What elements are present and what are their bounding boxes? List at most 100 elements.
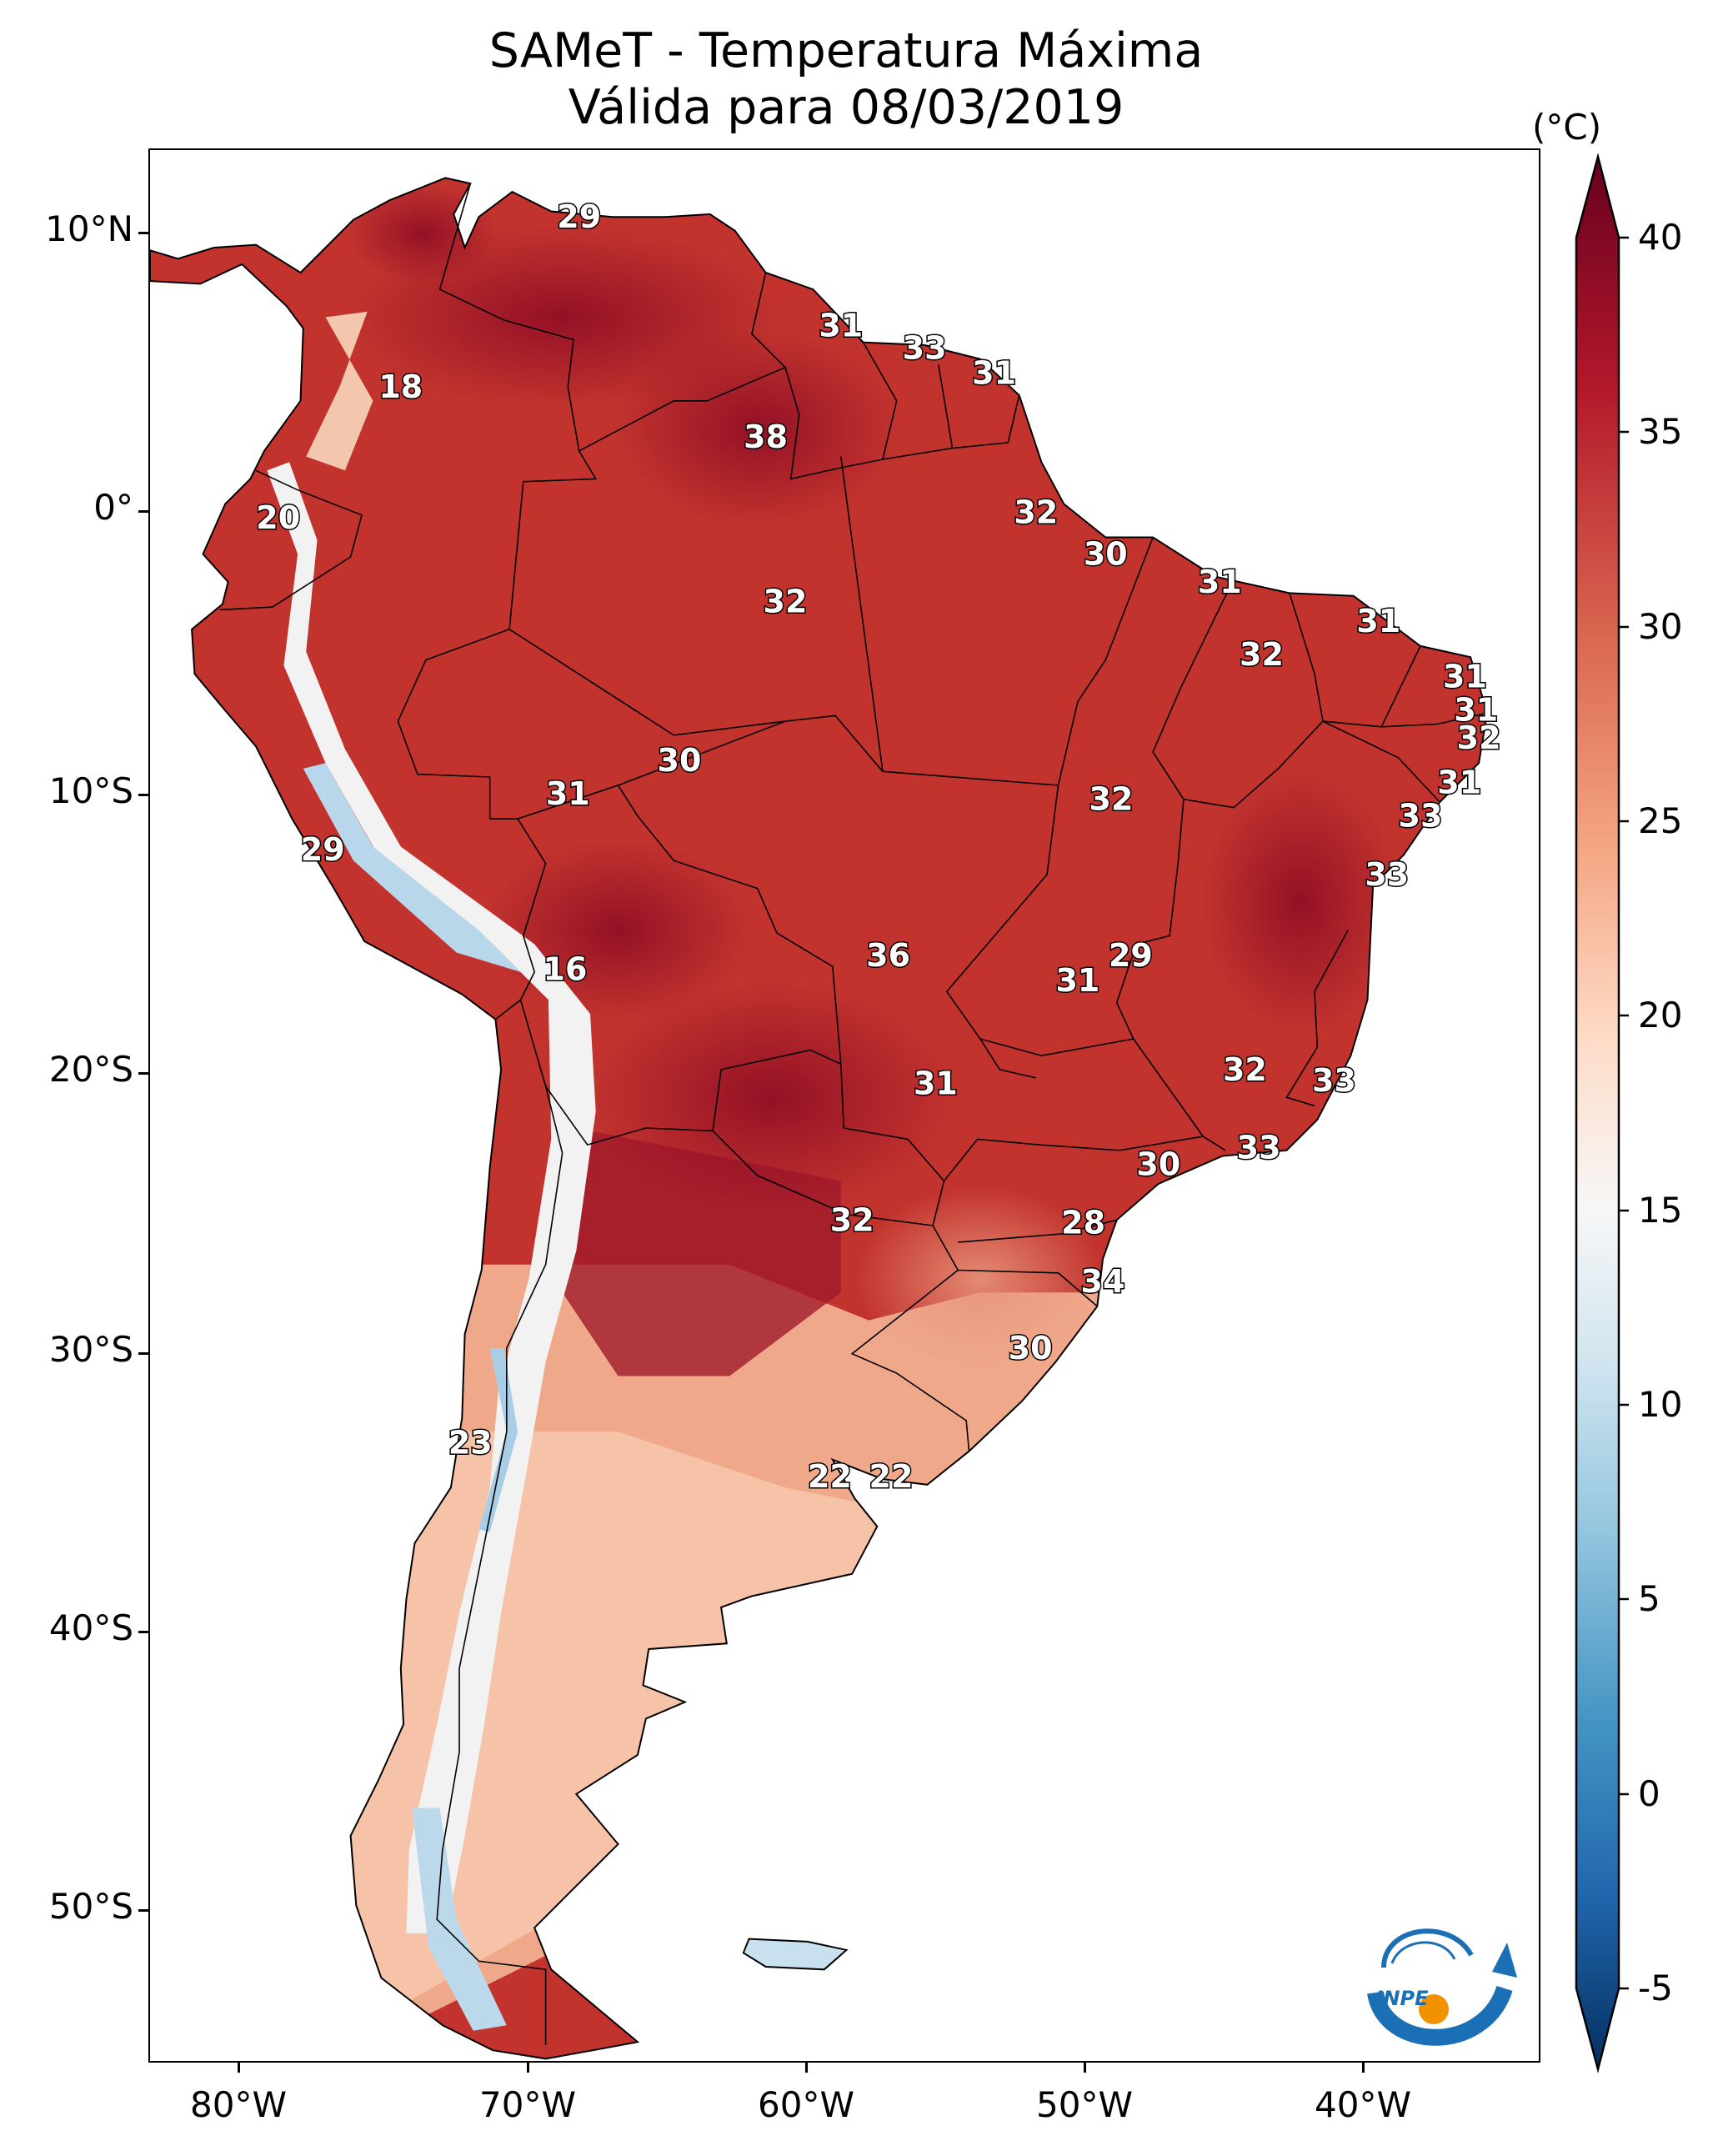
temperature-label: 32 (1240, 636, 1284, 673)
colorbar-tick: 30 (1638, 606, 1683, 647)
colorbar-tick: 40 (1638, 217, 1683, 258)
temperature-label: 34 (1081, 1263, 1125, 1300)
falkland-islands (742, 1938, 849, 1971)
hot-core-chaco (588, 980, 955, 1215)
border-line (438, 183, 598, 629)
lat-label-10n: 10°N (45, 208, 133, 249)
colorbar-tick: -5 (1638, 1968, 1673, 2008)
map-panel: 29 31 33 31 18 38 32 20 30 32 31 31 32 31 31 32 30 31 31 32… (148, 148, 1540, 2063)
temperature-label: 30 (1136, 1146, 1180, 1183)
hot-core-colombia (348, 183, 498, 284)
colorbar-tick: 10 (1638, 1384, 1683, 1425)
temperature-label: 36 (866, 937, 910, 974)
colorbar-tick: 15 (1638, 1190, 1683, 1231)
temperature-label: 31 (1055, 962, 1099, 999)
hot-core-bahia (1200, 769, 1401, 1036)
border-line (850, 1225, 970, 1452)
border-line (1381, 712, 1488, 728)
chile-cold-core (478, 1348, 518, 1532)
patagonia-zone (150, 1431, 1064, 2059)
temperature-label: 16 (543, 951, 588, 988)
border-line (840, 456, 884, 772)
temperature-label: 32 (830, 1201, 874, 1238)
soft-zone-rs (854, 1186, 1105, 1371)
border-line (1115, 584, 1232, 1151)
border-line (952, 394, 1020, 449)
colorbar-tick: 25 (1638, 800, 1683, 841)
southern-zone (150, 1264, 1204, 2059)
temperature-label: 32 (1014, 494, 1058, 531)
map-title: SAMeT - Temperatura Máxima (488, 23, 1204, 78)
temperature-label: 32 (1457, 720, 1501, 756)
lon-label-70w: 70°W (479, 2084, 576, 2125)
border-line (1183, 593, 1324, 809)
andes-cold-core (303, 763, 521, 972)
inpe-logo: INPE (1367, 1928, 1517, 2046)
temperature-label: 33 (1312, 1062, 1356, 1099)
temperature-label: 31 (1437, 765, 1481, 801)
lon-label-40w: 40°W (1315, 2084, 1411, 2125)
temperature-label: 31 (914, 1065, 958, 1102)
border-line (958, 1269, 1098, 1307)
colorbar-unit: (°C) (1532, 107, 1602, 148)
temperature-label: 33 (1237, 1129, 1281, 1166)
temperature-label: 29 (1109, 937, 1153, 974)
temperature-label: 23 (448, 1425, 493, 1462)
temperature-label: 31 (972, 354, 1016, 391)
border-line (945, 537, 1154, 1057)
border-line (1285, 930, 1349, 1107)
temperature-label: 29 (301, 831, 345, 868)
lat-label-50s: 50°S (48, 1886, 133, 1927)
colorbar-tick: 5 (1638, 1578, 1660, 1619)
lon-label-80w: 80°W (190, 2084, 287, 2125)
svg-text:INPE: INPE (1376, 1987, 1430, 2010)
map-subtitle: Válida para 08/03/2019 (568, 80, 1124, 135)
temperature-label: 30 (1084, 536, 1128, 573)
temperature-label: 33 (903, 329, 947, 366)
border-line (784, 342, 898, 480)
lat-label-10s: 10°S (48, 770, 133, 811)
coastline (150, 177, 1489, 2060)
temperature-label: 32 (1089, 781, 1134, 818)
border-line (979, 1038, 1036, 1079)
lat-label-40s: 40°S (48, 1607, 133, 1648)
border-line (579, 272, 787, 452)
temperature-label: 32 (1223, 1051, 1267, 1088)
andes-cool-zone (267, 462, 596, 1933)
border-line (958, 1219, 1117, 1243)
temperature-label: 32 (764, 583, 808, 619)
lat-label-20s: 20°S (48, 1049, 133, 1090)
temperature-label: 33 (1365, 856, 1409, 893)
border-line (508, 629, 786, 736)
lat-label-30s: 30°S (48, 1329, 133, 1370)
border-line (943, 1136, 1204, 1181)
temperature-label: 22 (808, 1458, 852, 1495)
temperature-label: 29 (557, 198, 601, 235)
colorbar-tick: 20 (1638, 995, 1683, 1035)
temperature-label: 18 (378, 369, 423, 405)
patagonia-cold-core (412, 1808, 507, 2031)
temperature-label: 38 (744, 419, 788, 455)
temperature-label: 31 (819, 308, 863, 344)
temperature-label: 20 (256, 499, 300, 536)
lat-label-0: 0° (93, 487, 133, 528)
temperature-label: 31 (1443, 659, 1487, 695)
colombia-andes-zone (306, 311, 373, 471)
border-line (712, 1064, 945, 1226)
temperature-label: 33 (1399, 798, 1443, 835)
border-line (397, 629, 547, 1020)
border-line (618, 714, 1059, 786)
temperature-label: 31 (1198, 564, 1242, 600)
temperature-label: 28 (1061, 1205, 1105, 1241)
lon-label-60w: 60°W (758, 2084, 854, 2125)
temperature-label: 22 (869, 1458, 914, 1495)
temperature-label: 30 (1009, 1330, 1053, 1366)
colorbar-tick: 0 (1638, 1773, 1660, 1814)
colorbar-tick: 35 (1638, 411, 1683, 452)
lon-label-50w: 50°W (1036, 2084, 1133, 2125)
border-line (1322, 720, 1440, 803)
country-borders (219, 183, 1488, 2045)
temperature-label: 31 (1454, 692, 1498, 729)
